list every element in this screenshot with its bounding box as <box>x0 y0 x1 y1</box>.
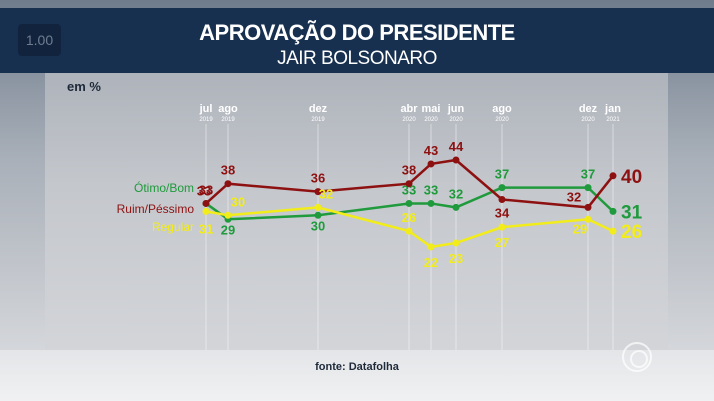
data-label: 44 <box>449 139 464 154</box>
legend-0: Ótimo/Bom <box>134 180 194 195</box>
data-point <box>609 172 617 180</box>
data-label: 23 <box>449 251 463 266</box>
data-point <box>427 243 435 251</box>
data-point <box>202 199 210 207</box>
data-label-last: 31 <box>621 202 643 223</box>
x-tick-year: 2020 <box>449 117 463 123</box>
data-label: 31 <box>199 221 213 236</box>
data-label: 33 <box>197 183 211 198</box>
data-point <box>609 227 617 235</box>
data-point <box>224 180 232 188</box>
data-label: 37 <box>581 167 595 182</box>
x-tick-year: 2019 <box>221 117 235 123</box>
data-point <box>224 211 232 219</box>
x-tick-year: 2020 <box>402 117 416 123</box>
chart-title: APROVAÇÃO DO PRESIDENTE <box>199 20 515 45</box>
data-point <box>427 199 435 207</box>
data-label: 43 <box>424 143 438 158</box>
title-bar: 1.00 APROVAÇÃO DO PRESIDENTE JAIR BOLSON… <box>0 8 714 73</box>
data-label-last: 26 <box>621 222 642 243</box>
x-tick-year: 2019 <box>311 117 325 123</box>
globo-logo <box>622 342 652 372</box>
chart-subtitle: JAIR BOLSONARO <box>277 48 437 69</box>
source-label: fonte: Datafolha <box>315 361 399 373</box>
data-point <box>405 180 413 188</box>
speed-badge: 1.00 <box>18 24 61 56</box>
x-tick-month: dez <box>309 103 328 115</box>
unit-label: em % <box>67 79 101 94</box>
data-point <box>314 211 322 219</box>
data-point <box>405 227 413 235</box>
x-tick-month: jul <box>199 103 213 115</box>
data-label: 33 <box>402 182 416 197</box>
data-label: 32 <box>567 189 581 204</box>
data-label: 30 <box>311 218 325 233</box>
data-point <box>202 207 210 215</box>
x-tick-month: jan <box>604 103 621 115</box>
data-point <box>584 215 592 223</box>
data-label: 36 <box>311 171 325 186</box>
data-label: 33 <box>424 182 438 197</box>
data-point <box>498 184 506 192</box>
data-label: 37 <box>495 167 509 182</box>
legend-1: Ruim/Péssimo <box>117 202 195 216</box>
x-tick-month: abr <box>400 103 418 115</box>
data-label: 30 <box>231 194 245 209</box>
data-label: 22 <box>424 255 438 270</box>
chart-panel <box>45 73 668 353</box>
data-label-last: 40 <box>621 167 642 188</box>
data-label: 29 <box>221 222 235 237</box>
data-point <box>584 184 592 192</box>
floor <box>0 350 714 401</box>
data-label: 32 <box>319 186 333 201</box>
x-tick-month: ago <box>492 103 512 115</box>
data-label: 38 <box>402 163 416 178</box>
x-tick-year: 2020 <box>581 117 595 123</box>
data-point <box>452 239 460 247</box>
data-point <box>452 156 460 164</box>
data-point <box>314 203 322 211</box>
data-label: 26 <box>402 210 416 225</box>
data-point <box>498 196 506 203</box>
data-label: 27 <box>495 235 509 250</box>
x-tick-year: 2021 <box>606 117 620 123</box>
data-point <box>584 203 592 211</box>
data-point <box>314 188 322 196</box>
data-point <box>498 223 506 231</box>
x-tick-year: 2020 <box>424 117 438 123</box>
x-tick-month: ago <box>218 103 238 115</box>
x-tick-month: jun <box>447 103 465 115</box>
x-tick-year: 2020 <box>495 117 509 123</box>
legend-2: Regular <box>152 220 194 234</box>
data-label: 33 <box>199 182 213 197</box>
x-tick-month: mai <box>422 103 441 115</box>
data-point <box>452 203 460 211</box>
data-label: 38 <box>221 163 235 178</box>
x-tick-month: dez <box>579 103 598 115</box>
data-point <box>427 160 435 168</box>
data-label: 32 <box>449 186 463 201</box>
data-label: 29 <box>573 221 587 236</box>
data-point <box>609 207 617 215</box>
data-point <box>405 199 413 207</box>
data-label: 34 <box>495 206 510 221</box>
x-tick-year: 2019 <box>199 117 213 123</box>
